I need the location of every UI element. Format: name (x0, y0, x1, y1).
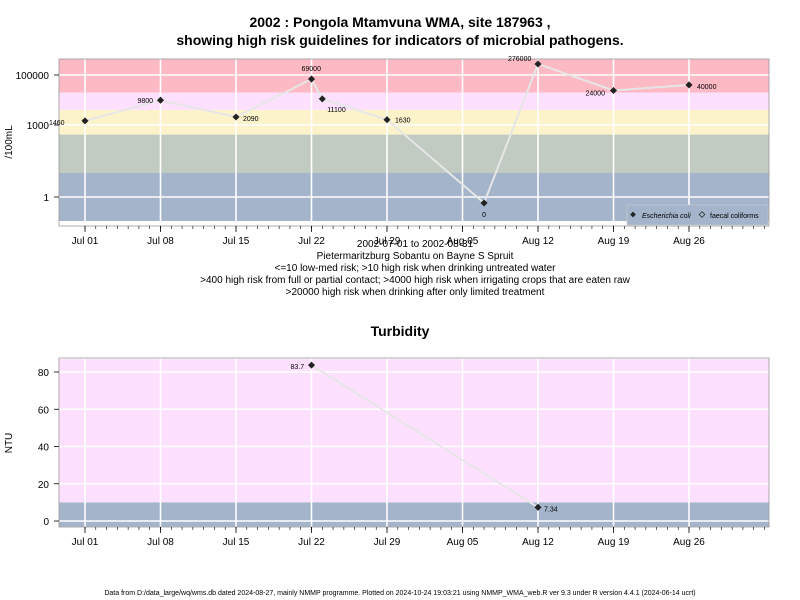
ecoli-y-tick-label: 1000 (27, 121, 50, 132)
ecoli-data-label: 24000 (586, 90, 606, 97)
note-site-name: Pietermaritzburg Sobantu on Bayne S Spru… (316, 251, 514, 262)
ecoli-data-label: 2090 (243, 116, 259, 123)
ecoli-data-label: 11100 (327, 107, 346, 114)
turbidity-panel-x-tick-label: Aug 12 (522, 537, 554, 548)
turbidity-y-axis-label: NTU (4, 433, 15, 454)
turbidity-panel-x-tick-label: Aug 05 (447, 537, 479, 548)
ecoli-data-point (609, 86, 618, 95)
ecoli-data-point (156, 96, 165, 104)
turbidity-panel-x-tick-label: Jul 08 (147, 537, 174, 548)
turbidity-y-tick-label: 60 (38, 405, 50, 416)
note-risk-contact: >400 high risk from full or partial cont… (200, 275, 630, 286)
ecoli-y-axis-label: /100mL (4, 125, 15, 159)
ecoli-y-tick-label: 100000 (16, 71, 50, 82)
ecoli-data-label: 276000 (508, 56, 531, 63)
ecoli-panel-plot-frame (58, 58, 770, 227)
ecoli-panel-x-tick-label: Aug 12 (522, 236, 554, 247)
ecoli-data-point (534, 60, 542, 68)
ecoli-panel-x-tick-label: Jul 22 (298, 236, 325, 247)
ecoli-panel-x-tick-label: Jul 01 (72, 236, 99, 247)
ecoli-data-point (480, 199, 488, 207)
ecoli-y-tick-label: 1 (43, 193, 49, 204)
ecoli-data-point (383, 116, 391, 124)
turbidity-panel-risk-band (59, 502, 769, 527)
ecoli-data-label: 9800 (138, 98, 154, 105)
turbidity-panel-x-tick-label: Jul 01 (72, 537, 99, 548)
ecoli-data-point (318, 95, 326, 103)
ecoli-data-point (81, 117, 89, 125)
turbidity-panel-x-tick-label: Jul 29 (374, 537, 401, 548)
chart-title-line2: showing high risk guidelines for indicat… (176, 32, 624, 48)
turbidity-series-line (310, 364, 539, 509)
ecoli-panel-risk-band (59, 109, 769, 135)
ecoli-panel-x-tick-label: Aug 19 (598, 236, 630, 247)
legend-marker-ecoli (630, 211, 636, 218)
ecoli-data-label: 1630 (395, 118, 411, 125)
legend-box (626, 204, 769, 226)
note-risk-drinking: <=10 low-med risk; >10 high risk when dr… (274, 263, 556, 274)
legend-marker-faecal (698, 211, 706, 218)
footer-source-note: Data from D:/data_large/wq/wms.db dated … (104, 590, 696, 597)
ecoli-data-label: 40000 (697, 84, 717, 91)
turbidity-data-label: 7.34 (544, 506, 558, 513)
ecoli-data-point (232, 113, 240, 121)
legend-label-faecal: faecal coliforms (710, 213, 759, 220)
ecoli-panel-x-tick-label: Aug 26 (673, 236, 705, 247)
turbidity-panel-x-tick-label: Aug 26 (673, 537, 705, 548)
turbidity-y-tick-label: 80 (38, 368, 50, 379)
turbidity-panel-plot-frame (58, 357, 770, 528)
ecoli-panel-x-tick-label: Jul 29 (374, 236, 401, 247)
note-date-range: 2002-07-01 to 2002-08-31 (356, 239, 474, 250)
turbidity-panel-risk-band (59, 358, 769, 503)
ecoli-panel-x-tick-label: Jul 15 (223, 236, 250, 247)
legend-label-ecoli: Escherichia coli (642, 213, 691, 220)
ecoli-series-line (84, 62, 690, 205)
turbidity-title: Turbidity (370, 323, 430, 339)
turbidity-panel-x-tick-label: Jul 22 (298, 537, 325, 548)
turbidity-panel-x-tick-label: Jul 15 (223, 537, 250, 548)
ecoli-data-label: 0 (482, 212, 486, 219)
ecoli-panel-x-tick-label: Jul 08 (147, 236, 174, 247)
turbidity-data-point (534, 503, 542, 511)
chart-title-line1: 2002 : Pongola Mtamvuna WMA, site 187963… (249, 14, 551, 30)
ecoli-data-point (685, 81, 693, 89)
ecoli-data-point (307, 75, 316, 83)
ecoli-panel-risk-band (59, 134, 769, 173)
ecoli-panel-x-tick-label: Aug 05 (447, 236, 479, 247)
ecoli-data-label: 69000 (302, 66, 322, 73)
turbidity-y-tick-label: 0 (43, 517, 49, 528)
turbidity-y-tick-label: 40 (38, 443, 50, 454)
turbidity-y-tick-label: 20 (38, 480, 50, 491)
turbidity-panel-x-tick-label: Aug 19 (598, 537, 630, 548)
turbidity-data-point (307, 361, 316, 369)
note-risk-treatment: >20000 high risk when drinking after onl… (285, 287, 545, 298)
turbidity-data-label: 83.7 (291, 364, 305, 371)
ecoli-data-label: 1460 (49, 120, 65, 127)
